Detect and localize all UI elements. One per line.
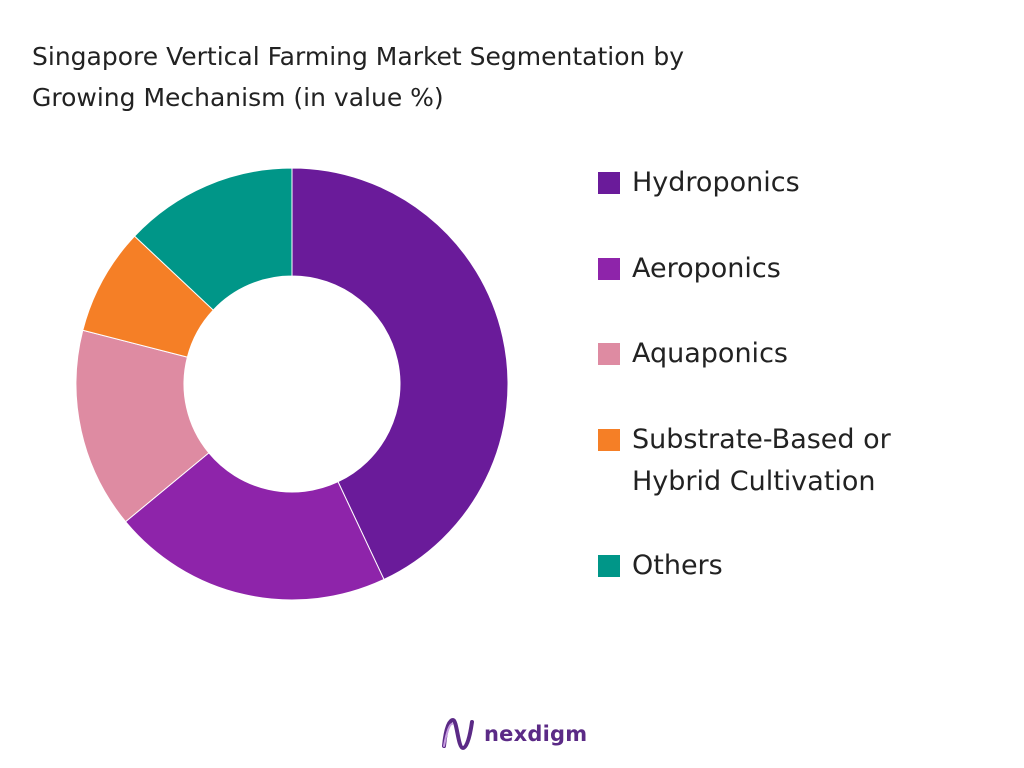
legend-label-hydroponics: Hydroponics [632,167,800,198]
legend-item-substrate-based-or-hybrid-cultivation: Substrate-Based or Hybrid Cultivation [598,422,992,503]
chart-legend: Hydroponics Aeroponics Aquaponics Substrate… [598,0,1018,768]
legend-label-substrate-based-or-hybrid-cultivation: Substrate-Based or Hybrid Cultivation [632,424,891,497]
legend-label-aquaponics: Aquaponics [632,338,788,369]
donut-slice-others [133,167,293,311]
donut-slice-aquaponics [75,329,210,523]
legend-label-others: Others [632,550,723,581]
nexdigm-logo: nexdigm [440,714,587,754]
legend-item-aquaponics: Aquaponics [598,336,992,375]
donut-slice-aeroponics [124,452,385,601]
legend-item-hydroponics: Hydroponics [598,165,992,204]
legend-swatch-others [598,555,620,577]
legend-swatch-aquaponics [598,343,620,365]
nexdigm-logo-text: nexdigm [484,722,588,746]
legend-item-others: Others [598,548,992,587]
nexdigm-logo-icon [442,717,474,751]
donut-slice-hydroponics [291,167,509,581]
legend-swatch-substrate-based-or-hybrid-cultivation [598,429,620,451]
legend-item-aeroponics: Aeroponics [598,251,992,290]
legend-label-aeroponics: Aeroponics [632,253,781,284]
legend-swatch-aeroponics [598,258,620,280]
chart-title: Singapore Vertical Farming Market Segmen… [32,42,685,112]
legend-swatch-hydroponics [598,172,620,194]
